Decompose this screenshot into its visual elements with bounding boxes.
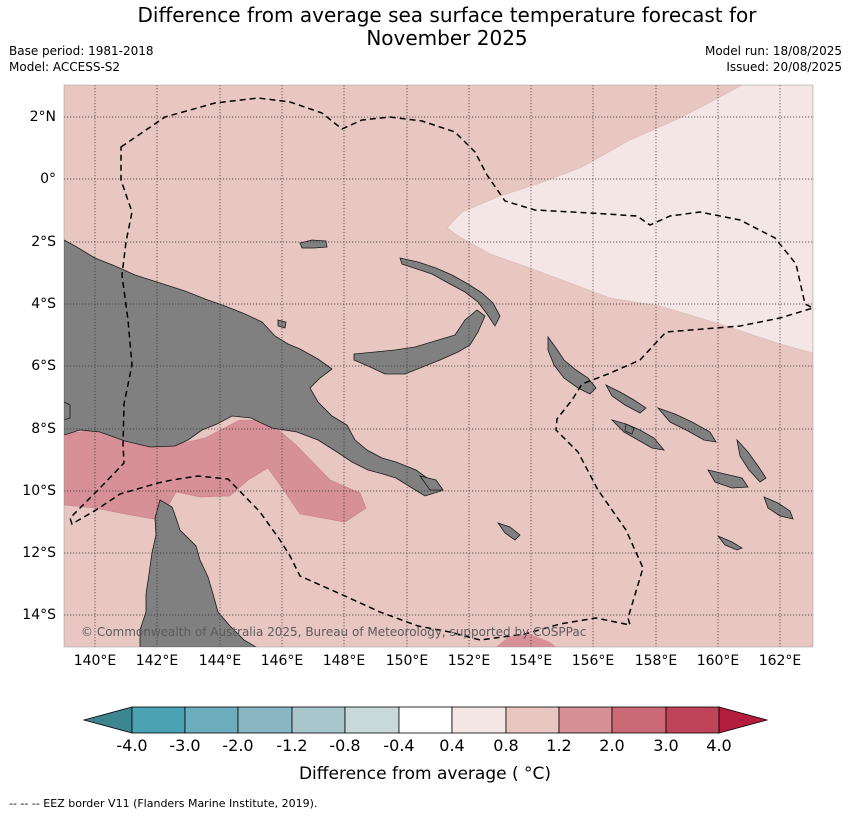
colorbar-tick: -0.4 [383, 736, 415, 755]
land-new-guinea [64, 239, 442, 497]
lat-label: 2°N [29, 109, 56, 125]
lon-label: 142°E [135, 653, 179, 669]
colorbar-tick: 1.2 [546, 736, 572, 755]
land-santa-isabel [656, 407, 717, 443]
land-islet-1 [419, 475, 444, 491]
colorbar-tick: 0.8 [493, 736, 519, 755]
lon-label: 162°E [758, 653, 802, 669]
land-makira [763, 496, 794, 520]
colorbar-tick: -1.2 [276, 736, 308, 755]
colorbar-bin-8 [558, 706, 613, 734]
eez-border [69, 97, 813, 641]
issued-date: Issued: 20/08/2025 [726, 60, 842, 74]
colorbar-extend-high [718, 706, 769, 734]
lon-label: 154°E [509, 653, 553, 669]
lon-label: 156°E [571, 653, 615, 669]
lat-label: 8°S [31, 421, 56, 437]
colorbar-tick-labels: -4.0 -3.0 -2.0 -1.2 -0.8 -0.4 0.4 0.8 1.… [0, 736, 850, 756]
lat-label: 2°S [31, 234, 56, 250]
meta-left: Base period: 1981-2018 Model: ACCESS-S2 [9, 43, 154, 75]
lon-label: 150°E [385, 653, 429, 669]
land-choiseul [605, 384, 647, 414]
land-islet-2 [496, 522, 521, 541]
land-malaita [736, 438, 767, 483]
land-guadalcanal [707, 469, 749, 489]
colorbar-tick: -2.0 [222, 736, 254, 755]
graticule [64, 85, 813, 647]
land-rennell [717, 535, 743, 551]
colorbar-tick: 2.0 [599, 736, 625, 755]
land-masses [64, 239, 794, 647]
meta-right: Model run: 18/08/2025 Issued: 20/08/2025 [705, 43, 842, 75]
lat-label: 6°S [31, 358, 56, 374]
lat-label: 0° [40, 171, 56, 187]
land-new-ireland [399, 257, 501, 327]
colorbar-bin-10 [665, 706, 720, 734]
model-name: Model: ACCESS-S2 [9, 60, 121, 74]
lon-label: 158°E [634, 653, 678, 669]
colorbar-bin-2 [237, 706, 293, 734]
colorbar-tick: 4.0 [706, 736, 732, 755]
title-line-1: Difference from average sea surface temp… [137, 3, 757, 27]
lon-label: 140°E [73, 653, 117, 669]
copyright-notice: © Commonwealth of Australia 2025, Bureau… [81, 625, 587, 639]
colorbar-bin-4 [344, 706, 400, 734]
lon-label: 152°E [447, 653, 491, 669]
map-frame [63, 84, 814, 648]
colorbar-tick: 3.0 [653, 736, 679, 755]
colorbar-bin-7 [505, 706, 560, 734]
land-cape-york [139, 499, 257, 647]
colorbar-bin-6 [451, 706, 507, 734]
colorbar-bin-3 [291, 706, 346, 734]
lon-label: 160°E [696, 653, 740, 669]
lon-label: 144°E [198, 653, 242, 669]
lat-label: 14°S [22, 607, 56, 623]
lon-label: 146°E [260, 653, 304, 669]
colorbar-bin-1 [184, 706, 239, 734]
eez-footnote: -- -- -- EEZ border V11 (Flanders Marine… [9, 797, 318, 810]
colorbar-bin-9 [611, 706, 667, 734]
anomaly-region-0.4-0.8 [446, 85, 813, 354]
lat-label: 10°S [22, 483, 56, 499]
land-islet-3 [277, 319, 287, 329]
lat-label: 4°S [31, 296, 56, 312]
anomaly-region-1.2-2.0-south [496, 634, 556, 647]
lon-label: 148°E [322, 653, 366, 669]
colorbar-bin-0 [131, 706, 186, 734]
model-run: Model run: 18/08/2025 [704, 44, 842, 58]
colorbar-tick: 0.4 [439, 736, 465, 755]
lat-label: 12°S [22, 545, 56, 561]
colorbar-title: Difference from average ( °C) [298, 764, 552, 784]
land-manus [299, 239, 328, 249]
colorbar-tick: -3.0 [169, 736, 201, 755]
colorbar-extend-low [82, 706, 133, 734]
title-line-2: November 2025 [366, 26, 528, 50]
base-period: Base period: 1981-2018 [9, 44, 154, 58]
colorbar-tick: -4.0 [116, 736, 148, 755]
colorbar [82, 706, 769, 734]
colorbar-bin-5 [398, 706, 453, 734]
land-islet-5 [64, 401, 71, 421]
chart-title: Difference from average sea surface temp… [0, 4, 850, 50]
colorbar-tick: -0.8 [329, 736, 361, 755]
land-new-britain [353, 309, 486, 375]
